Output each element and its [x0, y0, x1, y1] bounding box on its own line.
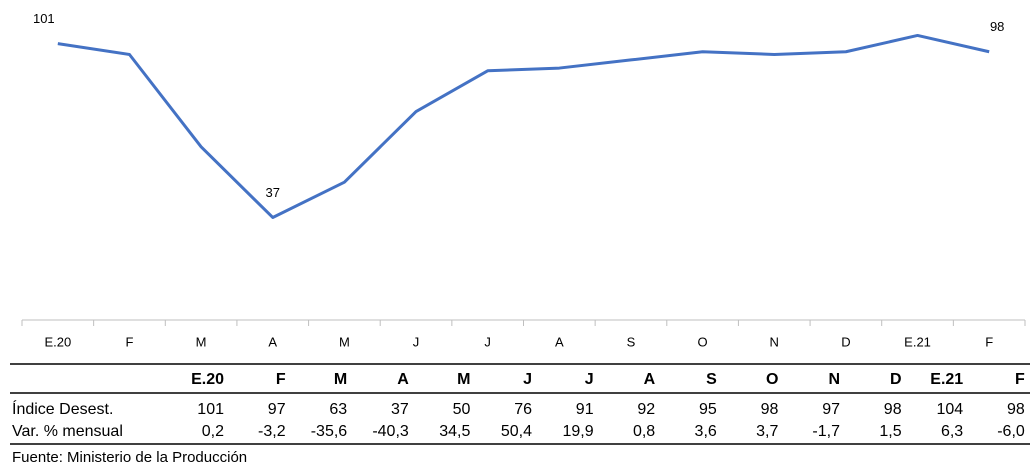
table-cell: 50,4 [501, 423, 532, 440]
row-label: Índice Desest. [12, 399, 113, 418]
x-tick-label: E.21 [904, 334, 931, 349]
table-header: E.20 [191, 371, 224, 388]
x-tick-label: N [770, 334, 779, 349]
table-cell: 0,8 [633, 423, 655, 440]
x-tick-label: F [985, 334, 993, 349]
table-cell: 3,6 [695, 423, 717, 440]
row-label: Var. % mensual [12, 423, 123, 440]
table-cell: 91 [576, 401, 594, 418]
data-label: 101 [33, 11, 55, 26]
table-header: E.21 [930, 371, 963, 388]
table-header: F [276, 371, 286, 388]
table-header: A [397, 371, 409, 388]
table-header: J [585, 371, 594, 388]
x-tick-label: A [555, 334, 564, 349]
table-cell: 6,3 [941, 423, 963, 440]
table-cell: 50 [453, 401, 471, 418]
x-tick-label: O [698, 334, 708, 349]
table-header: M [457, 371, 470, 388]
table-cell: -1,7 [812, 423, 840, 440]
table-header: J [523, 371, 532, 388]
data-label: 98 [990, 19, 1004, 34]
x-tick-label: D [841, 334, 850, 349]
table-cell: 98 [761, 401, 779, 418]
x-tick-label: J [413, 334, 420, 349]
table-header: N [828, 371, 840, 388]
table-header: M [334, 371, 347, 388]
table-header: A [644, 371, 656, 388]
table-cell: -35,6 [311, 423, 348, 440]
x-tick-label: F [125, 334, 133, 349]
table-cell: 92 [637, 401, 655, 418]
data-label: 37 [266, 185, 280, 200]
table-cell: 3,7 [756, 423, 778, 440]
x-tick-label: E.20 [44, 334, 71, 349]
table-cell: 76 [514, 401, 532, 418]
table-cell: 98 [1007, 401, 1025, 418]
table-header: D [890, 371, 902, 388]
table-cell: 0,2 [202, 423, 224, 440]
x-tick-label: M [196, 334, 207, 349]
table-cell: 101 [197, 401, 224, 418]
table-cell: 97 [268, 401, 286, 418]
x-tick-label: J [484, 334, 491, 349]
table-cell: -6,0 [997, 423, 1025, 440]
table-cell: 97 [822, 401, 840, 418]
line [57, 33, 990, 219]
table-header: F [1015, 371, 1025, 388]
table-cell: 63 [329, 401, 347, 418]
table-header: O [766, 371, 778, 388]
x-tick-label: S [627, 334, 636, 349]
x-tick-label: A [268, 334, 277, 349]
table-cell: 104 [936, 401, 963, 418]
x-tick-label: M [339, 334, 350, 349]
table-cell: 34,5 [439, 423, 470, 440]
table-cell: -40,3 [372, 423, 409, 440]
table-cell: 98 [884, 401, 902, 418]
table-cell: 95 [699, 401, 717, 418]
table-cell: -3,2 [258, 423, 286, 440]
table-header: S [706, 371, 717, 388]
table-cell: 1,5 [879, 423, 901, 440]
table-cell: 37 [391, 401, 409, 418]
source: Fuente: Ministerio de la Producción [12, 449, 247, 466]
table-cell: 19,9 [562, 423, 593, 440]
